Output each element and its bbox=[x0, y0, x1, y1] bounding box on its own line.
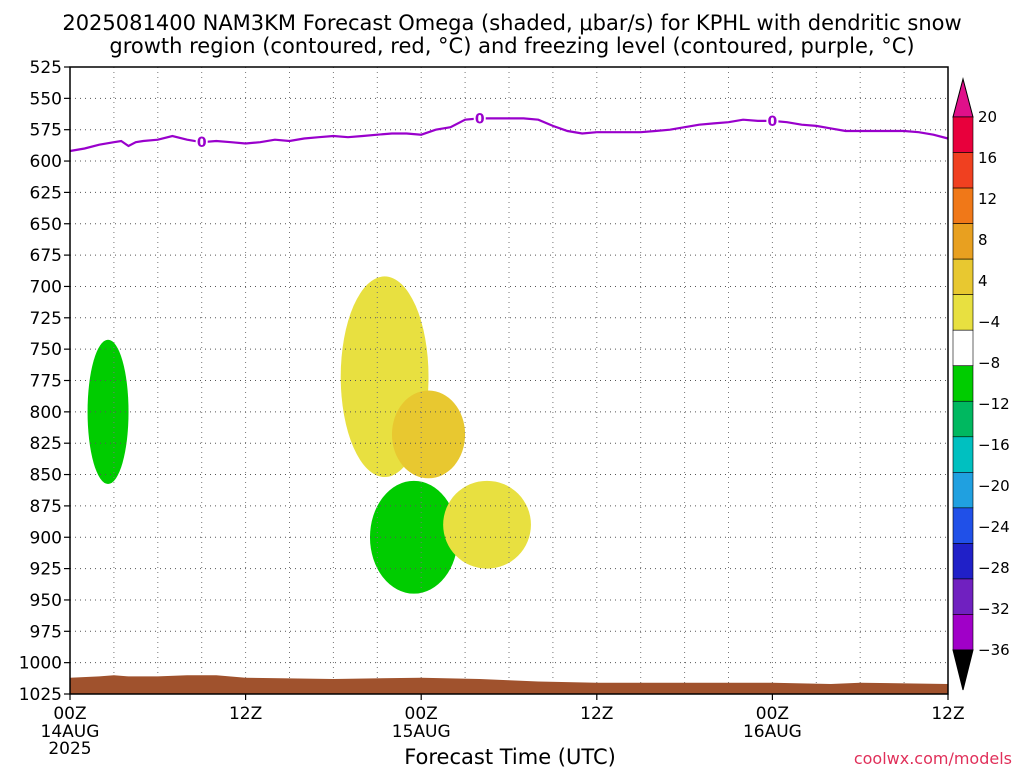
y-tick-label: 700 bbox=[30, 277, 62, 297]
y-tick-label: 525 bbox=[30, 58, 62, 78]
colorbar-segment bbox=[952, 614, 974, 651]
y-tick-label: 650 bbox=[30, 215, 62, 235]
y-tick-label: 1000 bbox=[19, 654, 62, 674]
x-tick-label: 00Z bbox=[53, 704, 86, 724]
y-tick-label: 825 bbox=[30, 434, 62, 454]
chart-title-line1: 2025081400 NAM3KM Forecast Omega (shaded… bbox=[62, 11, 961, 35]
surface-terrain bbox=[70, 675, 948, 694]
y-tick-label: 750 bbox=[30, 340, 62, 360]
colorbar-label: −32 bbox=[978, 600, 1010, 618]
contour-label-background bbox=[195, 134, 208, 151]
colorbar-bottom-arrow bbox=[952, 649, 974, 691]
omega-region bbox=[87, 339, 129, 484]
omega-region bbox=[443, 480, 531, 569]
y-tick-label: 550 bbox=[30, 89, 62, 109]
freezing-level-line bbox=[69, 117, 949, 153]
y-axis-pressure-ticks: 525 550 575 600 625 650 675 700 725 750 775 800 825 8… bbox=[19, 58, 70, 705]
colorbar-label: −16 bbox=[978, 436, 1010, 454]
y-tick-label: 575 bbox=[30, 121, 62, 141]
x-tick-label: 00Z bbox=[756, 704, 789, 724]
colorbar-segment bbox=[952, 543, 974, 580]
x-tick-date: 16AUG bbox=[743, 722, 802, 742]
colorbar-segment bbox=[952, 578, 974, 615]
colorbar-segment bbox=[952, 472, 974, 509]
colorbar-segment bbox=[952, 365, 974, 402]
x-axis-label: Forecast Time (UTC) bbox=[404, 745, 616, 768]
colorbar-label: 16 bbox=[978, 149, 997, 167]
y-tick-label: 925 bbox=[30, 560, 62, 580]
chart-title-line2: growth region (contoured, red, °C) and f… bbox=[109, 34, 914, 58]
colorbar-segment bbox=[952, 436, 974, 473]
y-tick-label: 625 bbox=[30, 183, 62, 203]
grid-lines bbox=[70, 67, 948, 694]
colorbar-segment bbox=[952, 294, 974, 331]
y-tick-label: 950 bbox=[30, 591, 62, 611]
colorbar-segment bbox=[952, 152, 974, 189]
colorbar-label: 8 bbox=[978, 231, 988, 249]
colorbar-label: −4 bbox=[978, 313, 1000, 331]
y-tick-label: 675 bbox=[30, 246, 62, 266]
colorbar-segment bbox=[952, 329, 974, 367]
credit-text: coolwx.com/models bbox=[854, 749, 1012, 768]
x-tick-year: 2025 bbox=[48, 739, 91, 759]
contour-label-background bbox=[766, 112, 779, 129]
y-tick-label: 800 bbox=[30, 403, 62, 423]
contour-label-background bbox=[473, 110, 486, 127]
omega-region bbox=[391, 390, 466, 479]
freezing-level-contour: 0 0 0 bbox=[69, 110, 949, 153]
colorbar-label: −28 bbox=[978, 559, 1010, 577]
y-tick-label: 975 bbox=[30, 622, 62, 642]
colorbar-label: −24 bbox=[978, 518, 1010, 536]
colorbar-segment bbox=[952, 400, 974, 438]
colorbar-segment bbox=[952, 223, 974, 260]
colorbar-label: −36 bbox=[978, 641, 1010, 659]
surface-terrain-fill bbox=[70, 675, 948, 694]
colorbar-segment bbox=[952, 187, 974, 224]
freezing-level-label: 0 bbox=[768, 114, 778, 130]
colorbar-label: 4 bbox=[978, 272, 988, 290]
colorbar-segment bbox=[952, 507, 974, 544]
y-tick-label: 725 bbox=[30, 309, 62, 329]
colorbar-label: −8 bbox=[978, 354, 1000, 372]
x-tick-date: 14AUG bbox=[41, 722, 100, 742]
colorbar: 20 16 12 8 4 −4 −8 −12 −16 −20 −24 −28 −32 −36 bbox=[952, 77, 1010, 691]
y-tick-label: 600 bbox=[30, 152, 62, 172]
freezing-level-label: 0 bbox=[197, 135, 207, 151]
colorbar-label: −20 bbox=[978, 477, 1010, 495]
freezing-level-label: 0 bbox=[475, 111, 485, 127]
colorbar-label: −12 bbox=[978, 395, 1010, 413]
x-tick-label: 00Z bbox=[405, 704, 438, 724]
colorbar-segment bbox=[952, 116, 974, 153]
y-tick-label: 850 bbox=[30, 466, 62, 486]
y-tick-label: 900 bbox=[30, 528, 62, 548]
colorbar-segment bbox=[952, 258, 974, 295]
omega-region bbox=[369, 480, 458, 594]
x-tick-label: 12Z bbox=[580, 704, 613, 724]
plot-frame bbox=[69, 66, 949, 695]
x-tick-date: 15AUG bbox=[392, 722, 451, 742]
x-tick-label: 12Z bbox=[931, 704, 964, 724]
y-tick-label: 1025 bbox=[19, 685, 62, 705]
y-tick-label: 775 bbox=[30, 372, 62, 392]
x-tick-label: 12Z bbox=[229, 704, 262, 724]
colorbar-label: 20 bbox=[978, 108, 997, 126]
colorbar-top-arrow bbox=[952, 77, 974, 118]
colorbar-label: 12 bbox=[978, 190, 997, 208]
omega-shading bbox=[87, 276, 531, 594]
y-tick-label: 875 bbox=[30, 497, 62, 517]
